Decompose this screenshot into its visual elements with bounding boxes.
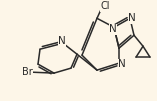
Text: Br: Br xyxy=(22,67,33,77)
Text: N: N xyxy=(118,59,126,69)
Text: N: N xyxy=(128,13,136,23)
Text: N: N xyxy=(109,24,117,34)
Text: N: N xyxy=(58,36,66,46)
Text: Cl: Cl xyxy=(100,1,110,11)
